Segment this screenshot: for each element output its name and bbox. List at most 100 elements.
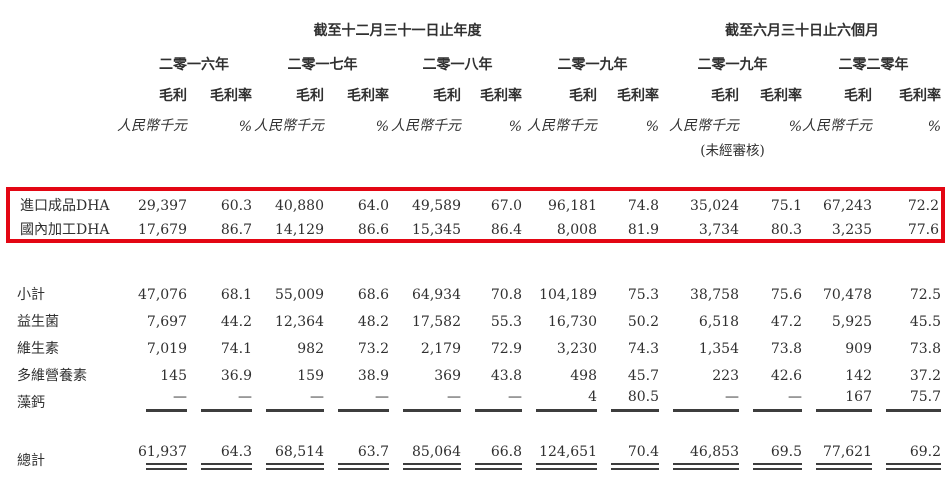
cell-text: 104,189 [539, 287, 597, 303]
cell-value: 14,129 [254, 215, 326, 243]
cell-text: 55,009 [275, 287, 324, 303]
cell-value: 68.6 [326, 277, 391, 304]
cell-text: — [673, 389, 739, 412]
cell-value: 37.2 [874, 358, 943, 385]
unit-rmb-thousand: 人民幣千元 [391, 118, 461, 134]
cell-text: 81.9 [627, 222, 659, 238]
cell-text: 17,582 [412, 314, 461, 330]
cell-value: 85,064 [391, 440, 463, 470]
empty-cell [8, 74, 134, 105]
cell-text: 49,589 [412, 198, 461, 214]
unit-rmb-thousand: 人民幣千元 [117, 118, 187, 134]
cell-value: 73.8 [874, 331, 943, 358]
cell-value: 64.0 [326, 187, 391, 215]
cell-value: 124,651 [524, 440, 599, 470]
cell-value: 12,364 [254, 304, 326, 331]
cell-text: 64.3 [201, 444, 252, 470]
cell-text: 35,024 [690, 198, 739, 214]
cell-text: 75.6 [770, 287, 802, 303]
cell-text: 73.2 [357, 341, 389, 357]
cell-text: 223 [712, 368, 739, 384]
unit-percent: % [927, 119, 941, 135]
cell-value: 43.8 [463, 358, 524, 385]
cell-text: 498 [570, 368, 597, 384]
cell-text: 47.2 [770, 314, 802, 330]
cell-text: 74.8 [627, 198, 659, 214]
cell-text: — [201, 389, 252, 412]
cell-text: 66.8 [475, 444, 522, 470]
cell-text: 42.6 [770, 368, 802, 384]
unit-percent: % [788, 119, 802, 135]
cell-text: 60.3 [220, 198, 252, 214]
cell-text: 47,076 [138, 287, 187, 303]
unaudited-note: (未經審核) [700, 143, 765, 159]
cell-text: 17,679 [138, 222, 187, 238]
year-header-row: 二零一六年 二零一七年 二零一八年 二零一九年 二零一九年 二零二零年 [8, 40, 943, 74]
cell-value: 44.2 [189, 304, 254, 331]
cell-value: — [741, 385, 804, 412]
cell-value: 73.8 [741, 331, 804, 358]
cell-text: 15,345 [412, 222, 461, 238]
audit-note-row: (未經審核) [8, 135, 943, 159]
cell-text: 68.6 [357, 287, 389, 303]
cell-value: 64.3 [189, 440, 254, 470]
cell-text: 96,181 [548, 198, 597, 214]
cell-text: — [403, 389, 461, 412]
cell-value: 80.5 [599, 385, 661, 412]
empty-cell [8, 105, 134, 135]
cell-text: 124,651 [536, 444, 597, 470]
cell-value: 69.2 [874, 440, 943, 470]
cell-text: 69.2 [886, 444, 941, 470]
cell-value: 36.9 [189, 358, 254, 385]
cell-text: 55.3 [490, 314, 522, 330]
cell-value: 75.6 [741, 277, 804, 304]
cell-value: 77.6 [874, 215, 945, 243]
row-label: 益生菌 [17, 314, 59, 330]
cell-value: — [661, 385, 741, 412]
cell-text: 38,758 [690, 287, 739, 303]
cell-value: 55,009 [254, 277, 326, 304]
cell-text: 982 [297, 341, 324, 357]
metric-gross-profit: 毛利 [844, 88, 872, 104]
cell-text: 3,734 [698, 222, 739, 238]
cell-value: 17,679 [134, 215, 189, 243]
cell-text: 167 [816, 389, 872, 412]
cell-value: — [189, 385, 254, 412]
table-row: 總計 61,937 64.3 68,514 63.7 85,064 66.8 124,651 7… [8, 440, 943, 470]
cell-text: 40,880 [275, 198, 324, 214]
cell-value: 70,478 [804, 277, 874, 304]
cell-text: 29,397 [138, 198, 187, 214]
cell-value: 3,235 [804, 215, 874, 243]
cell-value: 7,019 [134, 331, 189, 358]
spacer-row [8, 412, 943, 440]
row-label: 小計 [17, 287, 45, 303]
cell-value: 223 [661, 358, 741, 385]
cell-text: 69.5 [753, 444, 802, 470]
cell-text: 5,925 [831, 314, 872, 330]
metric-header-row: 毛利 毛利率 毛利 毛利率 毛利 毛利率 毛利 毛利率 毛利 毛利率 毛利 毛利… [8, 74, 943, 105]
cell-text: 70,478 [823, 287, 872, 303]
cell-value: 73.2 [326, 331, 391, 358]
row-label: 維生素 [17, 341, 59, 357]
cell-value: 81.9 [599, 215, 661, 243]
cell-text: 74.3 [627, 341, 659, 357]
cell-value: 15,345 [391, 215, 463, 243]
cell-text: 3,230 [556, 341, 597, 357]
metric-gross-profit: 毛利 [296, 88, 324, 104]
cell-value: 61,937 [134, 440, 189, 470]
cell-text: 38.9 [357, 368, 389, 384]
cell-value: 72.2 [874, 187, 945, 215]
cell-value: 96,181 [524, 187, 599, 215]
cell-value: 45.7 [599, 358, 661, 385]
cell-text: — [475, 389, 522, 412]
cell-value: 145 [134, 358, 189, 385]
cell-text: 3,235 [831, 222, 872, 238]
cell-text: 86.6 [357, 222, 389, 238]
cell-text: 70.4 [611, 444, 659, 470]
cell-text: 369 [434, 368, 461, 384]
year-2019-interim: 二零一九年 [697, 57, 768, 73]
cell-value: 5,925 [804, 304, 874, 331]
cell-text: 142 [845, 368, 872, 384]
cell-text: 4 [536, 389, 597, 412]
unit-rmb-thousand: 人民幣千元 [802, 118, 872, 134]
